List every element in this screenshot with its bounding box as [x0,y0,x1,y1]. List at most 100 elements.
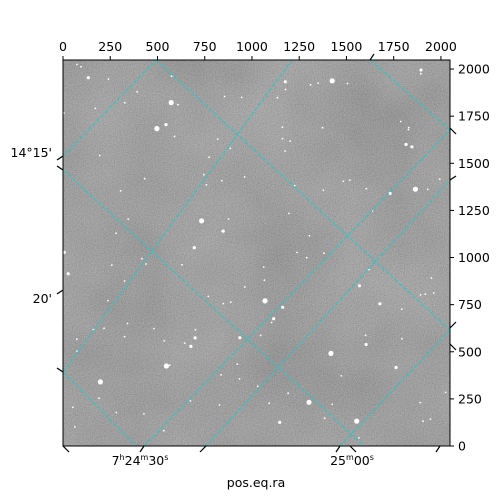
star [223,95,226,98]
star [126,322,129,325]
star [221,229,225,233]
star [426,188,429,191]
star [419,294,422,296]
star [177,103,179,106]
star [272,317,276,321]
star [141,257,143,260]
star [76,63,78,66]
star [276,96,279,99]
star [115,232,117,235]
star [283,80,287,84]
dec-tick-marks [56,53,457,373]
star [438,178,441,181]
star [127,218,130,221]
star [354,418,360,424]
star [98,154,101,157]
star [74,426,76,428]
grid-line [63,60,157,157]
dec-tick-mark [449,175,457,181]
dec-tick-mark [56,165,64,171]
star [256,385,259,388]
star [281,126,284,129]
top-tick-label: 1000 [236,39,268,54]
star [342,180,345,183]
right-tick-label: 1000 [458,250,490,265]
grid-line [143,129,450,446]
right-tick-label: 0 [458,439,466,454]
dec-tick-mark [56,289,64,295]
star [293,184,296,187]
star [173,135,176,138]
star [268,402,271,405]
star [278,420,282,424]
star [189,344,193,348]
right-tick-label: 250 [458,391,482,406]
dec-tick-mark [369,53,375,61]
star [227,218,230,220]
star [429,418,432,421]
top-tick-label: 1750 [378,39,410,54]
star [115,411,118,414]
stars-layer [63,63,447,439]
star [270,321,273,324]
ra-tick-marks [62,445,441,453]
star [119,190,122,192]
grid-line [339,329,450,446]
star [163,363,169,369]
star [287,392,289,395]
dec-tick-mark [449,343,457,351]
star [430,277,433,279]
right-pixel-axis: 0 250 500 750 1000 1250 1500 1750 2000 [450,62,490,454]
star [296,251,298,254]
star [162,429,165,432]
star [424,293,427,295]
star [168,100,174,106]
top-tick-label: 750 [193,39,217,54]
star [317,82,320,84]
star [94,107,97,110]
star [110,264,113,266]
star [399,120,402,123]
right-tick-label: 750 [458,297,482,312]
star [153,327,155,330]
star [66,272,70,276]
star [143,412,145,415]
dec-tick-mark [56,155,64,161]
star [365,187,368,190]
top-tick-label: 0 [59,39,67,54]
star [388,191,392,196]
star [240,96,243,99]
star [181,263,183,266]
star [136,90,139,93]
star [358,437,360,439]
top-tick-label: 2000 [425,39,457,54]
plot-frame [62,59,451,447]
star [107,299,109,302]
star [80,65,82,68]
star [262,298,268,304]
star [123,101,126,104]
star [218,404,221,406]
star [236,363,239,365]
star [63,112,65,114]
star [103,327,105,330]
star [193,336,197,340]
grid-line [63,169,365,446]
top-pixel-axis: 0 250 500 750 1000 1250 1500 1750 2000 [59,39,457,60]
right-tick-label: 1250 [458,203,490,218]
star [394,365,398,370]
right-tick-label: 500 [458,344,482,359]
star [199,218,205,224]
star [331,403,334,406]
star [207,295,210,298]
grid-line [63,371,137,446]
ra-tick-mark [335,445,341,453]
star [189,400,192,402]
star [419,401,422,404]
star [229,147,232,150]
star [216,138,219,141]
star [238,378,241,380]
star [321,126,324,129]
grid-line [155,60,450,331]
